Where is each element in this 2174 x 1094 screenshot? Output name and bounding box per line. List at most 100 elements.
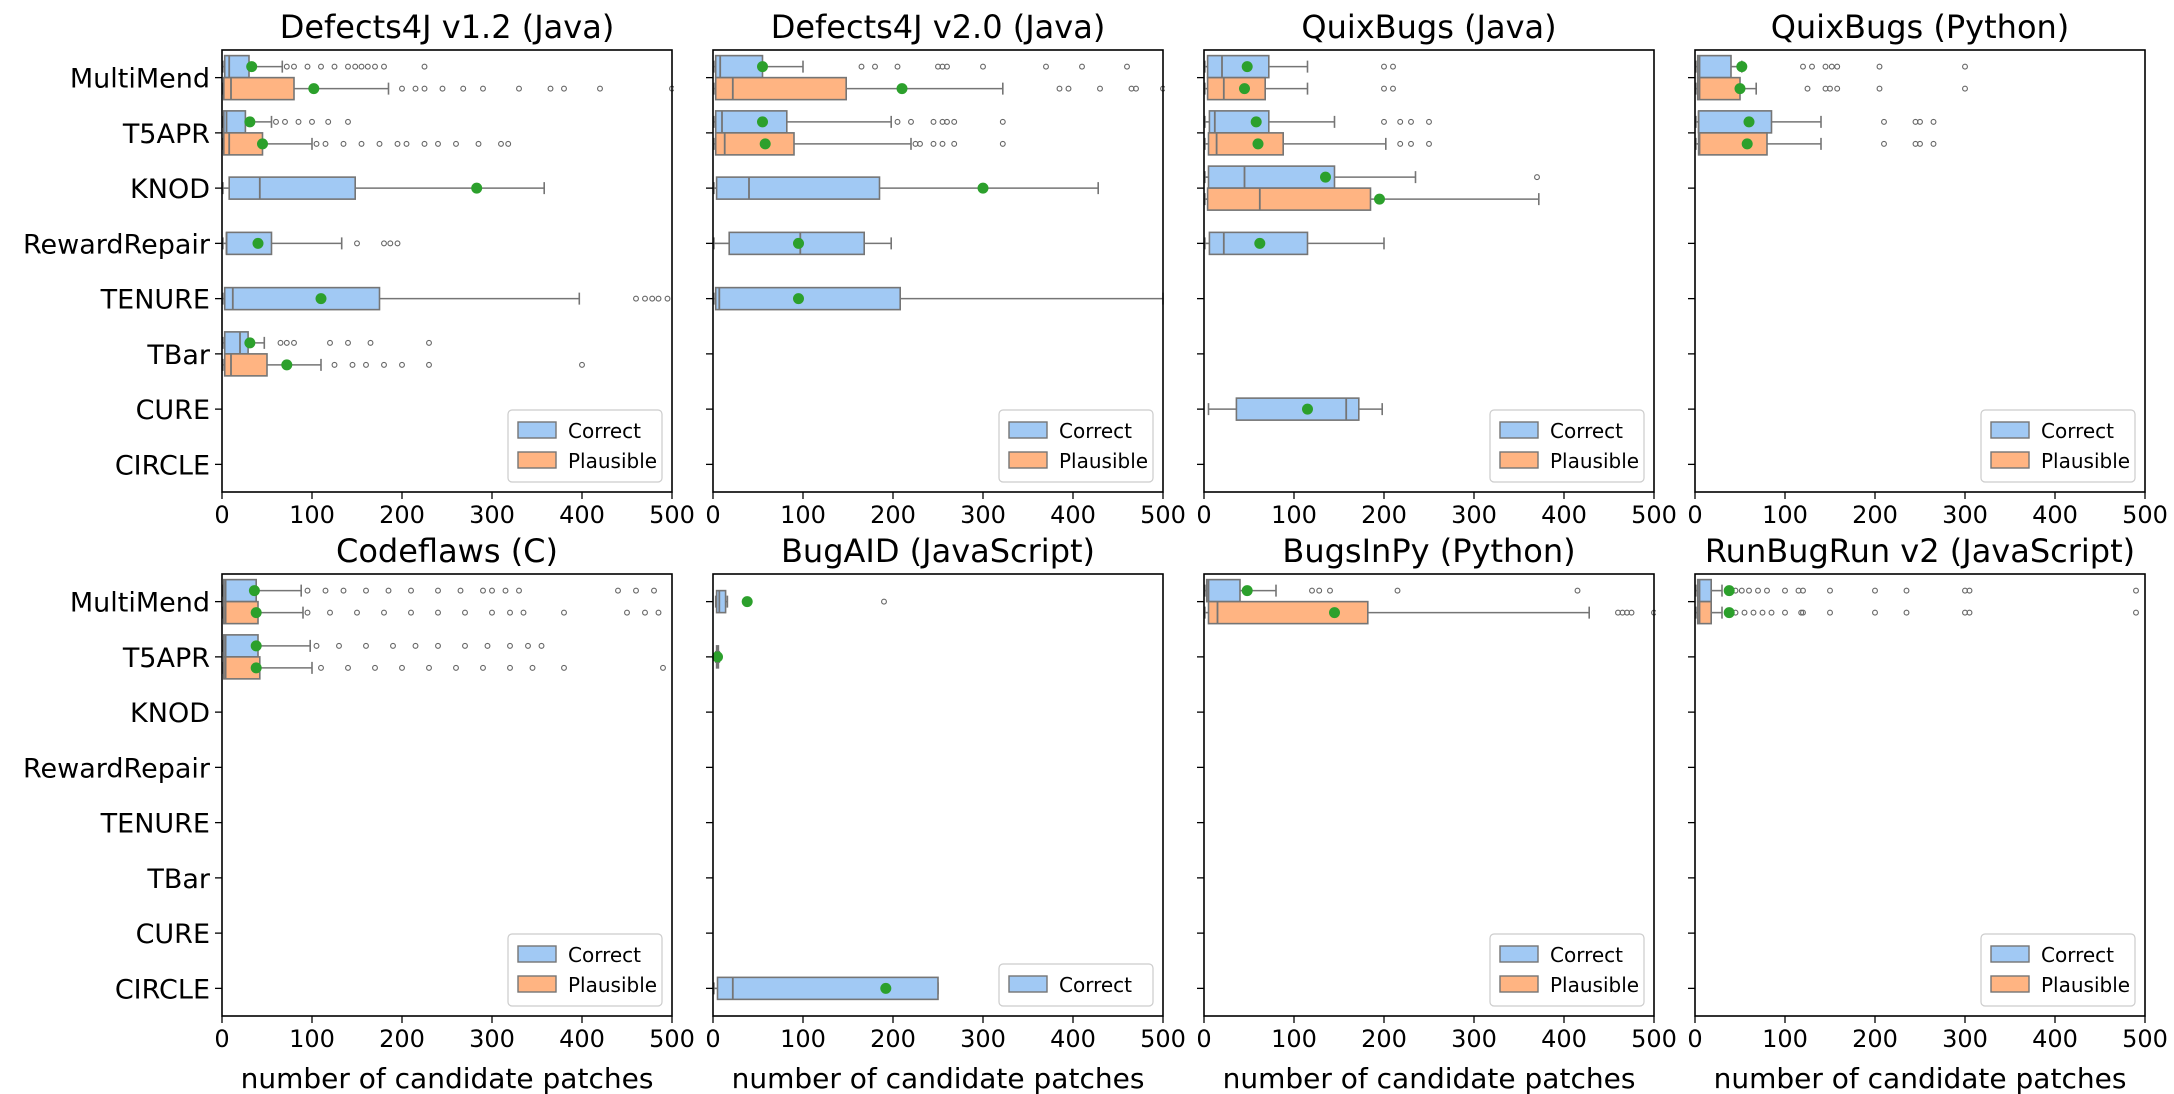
outlier-point xyxy=(426,664,432,671)
box-t5apr-plausible xyxy=(222,656,666,680)
outlier-point xyxy=(426,361,432,368)
outlier-point xyxy=(655,295,662,302)
panel-defects4j-v2-0-java: Defects4J v2.0 (Java) 0 100 200 300 400 500 Cor… xyxy=(705,8,1186,529)
iqr-box xyxy=(223,353,268,377)
outlier-point xyxy=(579,361,585,368)
outlier-point xyxy=(387,240,394,247)
legend: Correct Plausible xyxy=(507,933,663,1007)
iqr-box xyxy=(714,76,848,101)
legend-label-plausible: Plausible xyxy=(2041,449,2130,473)
outlier-point xyxy=(651,587,657,594)
panel-title: QuixBugs (Java) xyxy=(1301,8,1556,46)
outlier-point xyxy=(1381,85,1387,92)
outlier-point xyxy=(435,642,441,649)
outlier-point xyxy=(453,140,459,147)
legend-swatch-correct xyxy=(517,421,557,439)
iqr-box xyxy=(715,589,727,614)
legend-label-plausible: Plausible xyxy=(1550,449,1639,473)
outlier-point xyxy=(1750,609,1757,616)
boxes xyxy=(222,54,674,377)
legend: Correct Plausible xyxy=(1980,409,2136,483)
outlier-point xyxy=(516,85,522,92)
outlier-point xyxy=(1056,85,1063,92)
iqr-box xyxy=(1696,54,1732,79)
outlier-point xyxy=(394,240,401,247)
outlier-point xyxy=(1327,587,1333,594)
outlier-point xyxy=(529,664,536,671)
outlier-point xyxy=(999,118,1006,125)
boxes xyxy=(1695,578,2139,625)
outlier-point xyxy=(520,609,527,616)
outlier-point xyxy=(872,63,878,70)
outlier-point xyxy=(655,609,662,616)
box-multimend-plausible xyxy=(1695,600,2139,625)
outlier-point xyxy=(322,587,329,594)
mean-marker xyxy=(793,293,804,305)
outlier-point xyxy=(480,85,486,92)
outlier-point xyxy=(349,361,356,368)
outlier-point xyxy=(345,339,351,346)
outlier-point xyxy=(282,118,288,125)
outlier-point xyxy=(1079,63,1085,70)
outlier-point xyxy=(2133,587,2139,594)
outlier-point xyxy=(421,63,428,70)
outlier-point xyxy=(331,63,338,70)
x-tick-label: 400 xyxy=(1050,501,1096,529)
box-t5apr-plausible xyxy=(1204,132,1432,156)
box-rewardrepair-correct xyxy=(1204,231,1385,256)
mean-marker xyxy=(1734,83,1746,95)
outlier-point xyxy=(881,598,887,605)
panel-defects4j-v1-2-java: Defects4J v1.2 (Java) MultiMend T5APR KNOD R… xyxy=(23,8,695,529)
box-multimend-correct xyxy=(1204,578,1581,603)
outlier-point xyxy=(1741,609,1748,616)
outlier-point xyxy=(507,664,513,671)
outlier-point xyxy=(408,609,414,616)
outlier-point xyxy=(894,63,901,70)
y-tick-label-cure: CURE xyxy=(136,919,210,950)
outlier-point xyxy=(2133,609,2139,616)
axes-frame xyxy=(221,49,673,493)
outlier-point xyxy=(283,63,290,70)
panel-quixbugs-python: QuixBugs (Python) 0 100 200 300 400 500 Correct… xyxy=(1687,8,2168,529)
x-tick-label: 100 xyxy=(780,501,826,529)
outlier-point xyxy=(358,140,365,147)
outlier-point xyxy=(1782,587,1788,594)
iqr-box xyxy=(714,286,902,311)
box-rewardrepair-correct xyxy=(713,231,893,256)
outlier-point xyxy=(1881,118,1887,125)
outlier-point xyxy=(624,609,630,616)
x-tick-label: 300 xyxy=(469,501,515,529)
outlier-point xyxy=(283,339,290,346)
outlier-point xyxy=(358,63,365,70)
mean-marker xyxy=(281,359,293,371)
outlier-point xyxy=(399,361,405,368)
mean-marker xyxy=(244,337,256,349)
outlier-point xyxy=(1628,609,1635,616)
x-tick-label: 400 xyxy=(559,1025,605,1053)
box-t5apr-correct xyxy=(713,110,1006,134)
outlier-point xyxy=(1827,587,1833,594)
iqr-box xyxy=(1696,600,1712,625)
box-t5apr-plausible xyxy=(713,132,1006,156)
y-tick-label-circle: CIRCLE xyxy=(115,974,210,1005)
y-tick-label-tbar: TBar xyxy=(146,864,211,895)
mean-marker xyxy=(1302,403,1313,415)
outlier-point xyxy=(340,140,347,147)
x-tick-label: 400 xyxy=(1050,1025,1096,1053)
outlier-point xyxy=(642,295,648,302)
iqr-box xyxy=(1696,76,1741,101)
x-axis-label: number of candidate patches xyxy=(241,1062,654,1094)
x-tick-label: 100 xyxy=(1762,501,1808,529)
outlier-point xyxy=(381,240,387,247)
mean-marker xyxy=(1374,193,1385,205)
outlier-point xyxy=(390,642,396,649)
iqr-box xyxy=(715,176,881,200)
outlier-point xyxy=(475,140,482,147)
outlier-point xyxy=(1800,587,1806,594)
x-tick-label: 200 xyxy=(1361,501,1407,529)
outlier-point xyxy=(313,140,320,147)
y-tick-label-rewardrepair: RewardRepair xyxy=(23,229,211,260)
outlier-point xyxy=(1408,118,1414,125)
mean-marker xyxy=(252,237,264,249)
